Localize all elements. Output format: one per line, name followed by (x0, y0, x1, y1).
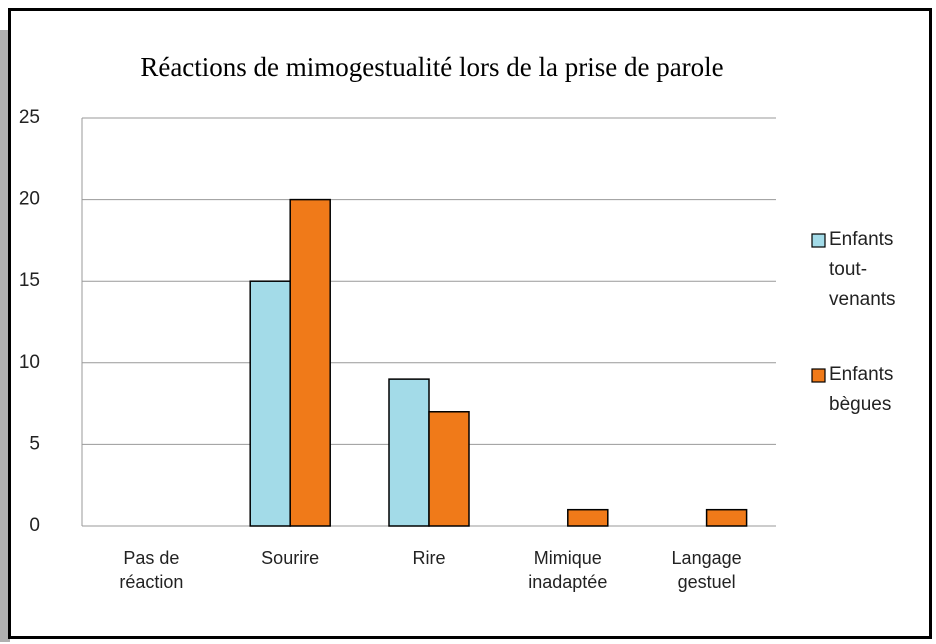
x-tick-label: Langage gestuel (671, 548, 742, 592)
y-tick-label: 25 (19, 107, 40, 128)
legend-label: Enfants tout-venants (829, 229, 896, 310)
bar (705, 508, 748, 527)
legend-swatch (811, 233, 826, 248)
bar (388, 378, 430, 527)
y-tick-label: 5 (29, 433, 40, 454)
legend-label: Enfants bègues (829, 364, 894, 415)
y-tick-label: 20 (19, 189, 40, 210)
y-tick-label: 10 (19, 352, 40, 373)
x-tick-label: Rire (412, 548, 446, 568)
chart-frame (8, 8, 932, 639)
bar (428, 411, 470, 527)
bar (289, 198, 331, 527)
bar (249, 280, 291, 527)
frame-shadow (0, 30, 10, 642)
x-tick-label: Pas de réaction (119, 548, 184, 592)
x-tick-label: Mimique inadaptée (528, 548, 608, 592)
chart-title: Réactions de mimogestualité lors de la p… (140, 52, 723, 82)
y-tick-label: 0 (29, 515, 40, 536)
bar (567, 508, 609, 527)
x-tick-label: Sourire (261, 548, 320, 568)
y-tick-label: 15 (19, 270, 40, 291)
legend-swatch (811, 368, 826, 383)
